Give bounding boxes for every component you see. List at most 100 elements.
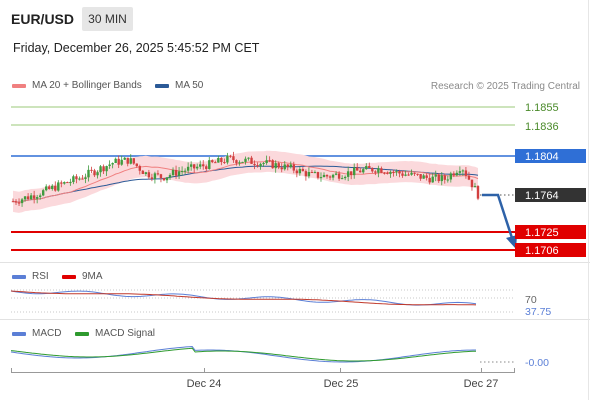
candle-body <box>464 170 468 176</box>
candle-body <box>259 163 262 167</box>
arrow-down-icon <box>506 235 517 249</box>
projection-arrow-line <box>482 193 514 239</box>
candle-body <box>340 178 344 180</box>
candle-body <box>147 172 151 178</box>
candle-body <box>129 158 132 164</box>
candle-body <box>174 169 178 176</box>
legend-swatch-icon <box>12 331 26 336</box>
candle-body <box>229 155 232 157</box>
candle-body <box>192 164 196 169</box>
candle-body <box>280 167 283 170</box>
candle-body <box>328 176 332 178</box>
candle-body <box>310 171 314 173</box>
legend-ma50: MA 50 <box>155 80 203 91</box>
candle-body <box>398 171 401 174</box>
legend-swatch-icon <box>12 83 26 88</box>
candle-body <box>304 171 308 177</box>
candle-body <box>195 166 199 169</box>
candle-body <box>286 164 289 167</box>
candle-body <box>244 158 247 162</box>
candle-body <box>90 169 93 171</box>
candle-body <box>180 171 184 173</box>
candle-body <box>389 172 392 174</box>
candle-body <box>102 166 105 172</box>
candle-body <box>177 171 181 176</box>
candle-body <box>434 174 437 177</box>
candle-body <box>298 168 302 174</box>
timeframe-button[interactable]: 30 MIN <box>82 7 133 31</box>
candle-body <box>138 166 142 171</box>
candle-body <box>126 157 129 164</box>
datetime-label: Friday, December 26, 2025 5:45:52 PM CET <box>13 41 260 55</box>
candle-body <box>132 158 135 164</box>
candle-body <box>35 197 39 199</box>
candle-body <box>29 195 33 200</box>
candle-body <box>96 172 99 176</box>
level-label-s1: 1.1725 <box>525 227 559 239</box>
legend-label: 9MA <box>82 271 103 282</box>
pair-title: EUR/USD <box>11 11 75 27</box>
candle-body <box>292 164 296 171</box>
candle-body <box>253 163 256 166</box>
candle-body <box>69 182 72 184</box>
x-axis-label-dec24: Dec 24 <box>187 378 222 390</box>
candle-body <box>274 163 277 169</box>
level-label-pivot: 1.1804 <box>525 151 559 163</box>
candle-body <box>120 159 123 165</box>
candle-body <box>362 169 365 173</box>
candle-body <box>220 157 223 163</box>
candle-body <box>250 157 253 164</box>
candle-body <box>377 168 380 173</box>
candle-body <box>446 179 450 181</box>
candle-body <box>108 164 111 167</box>
candle-body <box>431 176 434 183</box>
candle-body <box>313 172 317 174</box>
candle-body <box>199 164 202 167</box>
candle-body <box>473 186 477 188</box>
candle-body <box>256 165 259 167</box>
candle-body <box>476 186 480 199</box>
candle-body <box>319 177 323 179</box>
candle-body <box>392 172 395 174</box>
candle-body <box>295 170 299 174</box>
level-label-s2: 1.1706 <box>525 245 559 257</box>
candle-body <box>322 174 326 178</box>
legend-9ma: 9MA <box>62 271 103 282</box>
candle-body <box>241 161 244 163</box>
candle-body <box>404 174 407 176</box>
macd-signal-line <box>10 347 477 362</box>
candle-body <box>380 168 383 173</box>
candle-body <box>186 166 190 171</box>
candle-body <box>150 177 154 179</box>
candle-body <box>189 164 193 167</box>
candle-body <box>87 169 90 178</box>
candle-body <box>316 172 320 178</box>
candle-body <box>337 173 341 179</box>
credit-text: Research © 2025 Trading Central <box>430 81 580 92</box>
candle-body <box>368 166 371 168</box>
candle-body <box>410 172 413 175</box>
candle-body <box>144 172 148 175</box>
candle-body <box>395 171 398 173</box>
ma50-line <box>12 165 479 203</box>
legend-macd: MACD <box>12 328 61 339</box>
candle-body <box>60 182 63 184</box>
candle-body <box>14 201 18 203</box>
candle-body <box>72 176 75 183</box>
candle-body <box>383 172 386 174</box>
candle-body <box>117 158 120 165</box>
candle-body <box>123 157 126 160</box>
legend-label: MA 20 + Bollinger Bands <box>32 80 142 91</box>
candle-body <box>183 170 187 172</box>
legend-macd-signal: MACD Signal <box>75 328 155 339</box>
candle-body <box>289 164 292 167</box>
candle-body <box>93 170 96 176</box>
bollinger-band <box>13 150 478 213</box>
candle-body <box>99 166 102 173</box>
candle-body <box>262 163 265 165</box>
candle-body <box>331 174 335 178</box>
candle-body <box>32 195 36 199</box>
candle-body <box>425 175 428 178</box>
candle-body <box>171 169 175 176</box>
candle-body <box>48 186 51 190</box>
